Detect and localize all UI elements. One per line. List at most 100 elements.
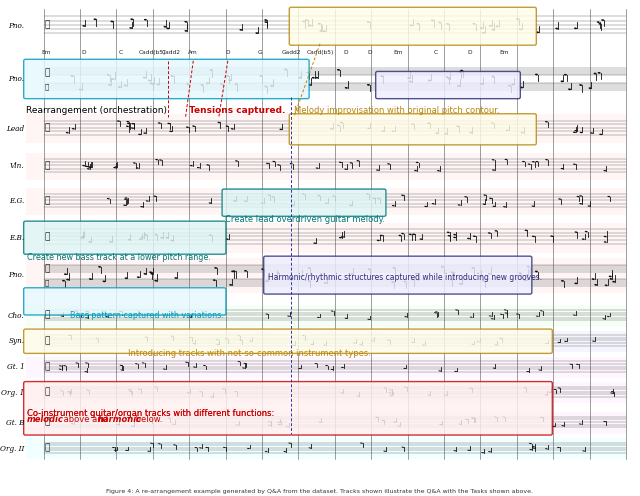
Ellipse shape — [131, 426, 134, 427]
Ellipse shape — [435, 132, 438, 134]
Text: Melody improvisation with original pitch contour.: Melody improvisation with original pitch… — [294, 106, 500, 116]
Ellipse shape — [403, 368, 406, 369]
Ellipse shape — [126, 121, 129, 123]
Ellipse shape — [302, 20, 305, 22]
Text: Cadd2: Cadd2 — [162, 50, 181, 55]
Bar — [26, 9, 626, 44]
Ellipse shape — [479, 276, 482, 277]
FancyBboxPatch shape — [24, 381, 552, 435]
Ellipse shape — [457, 85, 460, 87]
Ellipse shape — [210, 396, 213, 397]
Ellipse shape — [302, 193, 305, 195]
Text: Gt. 1: Gt. 1 — [6, 364, 24, 372]
Ellipse shape — [231, 270, 234, 272]
Ellipse shape — [489, 25, 492, 27]
Ellipse shape — [184, 21, 188, 23]
Ellipse shape — [271, 196, 275, 197]
Ellipse shape — [163, 26, 166, 28]
Ellipse shape — [209, 69, 212, 71]
Ellipse shape — [61, 315, 63, 316]
Ellipse shape — [401, 194, 404, 196]
Text: Gadd2: Gadd2 — [282, 50, 301, 55]
Ellipse shape — [471, 418, 474, 419]
Ellipse shape — [469, 388, 472, 389]
Ellipse shape — [540, 417, 543, 418]
Ellipse shape — [76, 363, 79, 364]
Ellipse shape — [412, 342, 414, 343]
Ellipse shape — [156, 83, 159, 85]
Ellipse shape — [411, 279, 414, 280]
Ellipse shape — [592, 341, 595, 342]
Ellipse shape — [139, 239, 142, 240]
Ellipse shape — [81, 236, 84, 238]
Ellipse shape — [524, 279, 527, 281]
Ellipse shape — [199, 391, 202, 392]
Ellipse shape — [255, 32, 259, 34]
Ellipse shape — [598, 72, 601, 74]
Ellipse shape — [504, 312, 508, 313]
Text: Figure 4: A re-arrangement example generated by Q&A from the dataset. Tracks sho: Figure 4: A re-arrangement example gener… — [106, 489, 534, 494]
Ellipse shape — [472, 417, 475, 419]
Ellipse shape — [81, 237, 83, 239]
Ellipse shape — [237, 335, 241, 336]
Bar — [26, 188, 626, 215]
Ellipse shape — [154, 386, 157, 387]
Ellipse shape — [390, 395, 393, 396]
Ellipse shape — [548, 392, 551, 393]
Ellipse shape — [82, 165, 85, 166]
Text: 𝄞: 𝄞 — [44, 418, 49, 427]
Ellipse shape — [166, 28, 170, 29]
Ellipse shape — [225, 338, 228, 339]
Ellipse shape — [564, 341, 567, 342]
Ellipse shape — [576, 364, 579, 365]
Ellipse shape — [225, 125, 228, 127]
Ellipse shape — [125, 197, 128, 199]
Ellipse shape — [290, 163, 293, 164]
Text: Co-instrument guitar/organ tracks with different functions:: Co-instrument guitar/organ tracks with d… — [27, 409, 276, 418]
Ellipse shape — [372, 197, 376, 199]
Ellipse shape — [273, 161, 275, 162]
Ellipse shape — [308, 280, 310, 282]
Text: 𝄢: 𝄢 — [44, 280, 49, 286]
Ellipse shape — [503, 206, 506, 207]
Ellipse shape — [149, 271, 152, 273]
Ellipse shape — [168, 123, 170, 124]
Ellipse shape — [244, 200, 247, 202]
Ellipse shape — [169, 130, 172, 132]
Ellipse shape — [86, 389, 89, 391]
Ellipse shape — [102, 281, 106, 282]
Ellipse shape — [460, 70, 463, 71]
Ellipse shape — [444, 394, 447, 396]
Ellipse shape — [159, 159, 162, 161]
Ellipse shape — [64, 273, 67, 275]
Ellipse shape — [381, 420, 385, 421]
Ellipse shape — [570, 364, 573, 365]
Ellipse shape — [532, 205, 534, 207]
Ellipse shape — [538, 370, 541, 371]
Ellipse shape — [124, 198, 127, 200]
Ellipse shape — [298, 368, 301, 369]
Ellipse shape — [383, 451, 387, 452]
Ellipse shape — [68, 335, 71, 336]
Ellipse shape — [163, 369, 166, 370]
Ellipse shape — [264, 21, 268, 23]
Ellipse shape — [506, 129, 509, 131]
Ellipse shape — [595, 284, 597, 286]
Ellipse shape — [145, 337, 148, 338]
Ellipse shape — [118, 86, 121, 88]
Ellipse shape — [117, 121, 120, 122]
Ellipse shape — [171, 75, 173, 77]
Ellipse shape — [465, 419, 468, 420]
Ellipse shape — [557, 387, 561, 388]
Ellipse shape — [502, 417, 506, 418]
Ellipse shape — [226, 239, 229, 240]
Ellipse shape — [350, 273, 353, 275]
Text: Harmonic/rhythmic structures captured while introducing new grooves.: Harmonic/rhythmic structures captured wh… — [268, 273, 541, 282]
Text: G: G — [257, 50, 262, 55]
Ellipse shape — [536, 161, 538, 162]
Ellipse shape — [532, 236, 535, 237]
Ellipse shape — [451, 271, 454, 273]
Ellipse shape — [235, 160, 238, 162]
Ellipse shape — [532, 161, 535, 163]
Ellipse shape — [458, 204, 461, 206]
